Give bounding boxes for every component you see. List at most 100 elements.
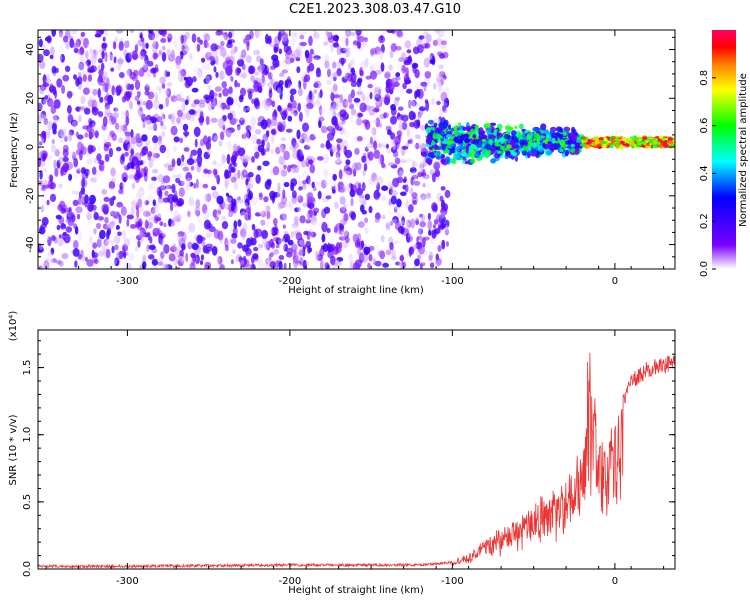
spectrogram-speckle xyxy=(251,134,257,145)
spectrogram-speckle xyxy=(392,216,399,224)
spectrogram-speckle xyxy=(412,161,418,167)
spectrogram-speckle xyxy=(235,162,239,172)
spectrogram-speckle xyxy=(249,137,255,148)
spectrogram-speckle xyxy=(142,121,146,129)
snr-line xyxy=(38,352,675,569)
spectrogram-speckle xyxy=(46,154,53,160)
spectrogram-speckle xyxy=(242,63,246,71)
spectrogram-speckle xyxy=(168,253,176,262)
spectrogram-speckle xyxy=(123,163,127,173)
spectrogram-speckle xyxy=(93,49,99,56)
spectrogram-speckle xyxy=(432,82,437,90)
spectrogram-speckle xyxy=(61,84,66,94)
spectrogram-speckle xyxy=(425,193,432,201)
spectrogram-speckle xyxy=(279,201,287,209)
spectrogram-speckle xyxy=(570,143,576,148)
spectrogram-speckle xyxy=(372,62,379,68)
spectrogram-speckle xyxy=(54,149,60,157)
spectrogram-speckle xyxy=(193,182,197,189)
spectrogram-speckle xyxy=(334,259,340,268)
spectrogram-speckle xyxy=(160,265,168,269)
spectrogram-speckle xyxy=(255,69,262,77)
spectrogram-speckle xyxy=(372,131,376,140)
spectrogram-speckle xyxy=(465,146,469,154)
spectrogram-speckle xyxy=(98,253,106,261)
spectrogram-speckle xyxy=(381,185,389,191)
spectrogram-speckle xyxy=(551,137,556,144)
spectrogram-speckle xyxy=(324,171,332,177)
spectrogram-speckle xyxy=(125,109,129,119)
spectrogram-speckle xyxy=(339,121,343,129)
spectrogram-speckle xyxy=(422,175,429,182)
spectrogram-speckle xyxy=(408,100,416,109)
spectrogram-speckle xyxy=(71,120,79,128)
spectrogram-speckle xyxy=(81,177,86,188)
spectrogram-speckle xyxy=(428,251,434,260)
spectrogram-speckle xyxy=(121,110,127,119)
y-tick-label: -20 xyxy=(25,188,36,204)
spectrogram-speckle xyxy=(430,151,435,157)
spectrogram-speckle xyxy=(267,102,271,108)
spectrogram-speckle xyxy=(146,125,154,130)
spectrogram-speckle xyxy=(116,201,124,208)
spectrogram-speckle xyxy=(470,158,476,164)
spectrogram-speckle xyxy=(390,171,395,176)
spectrogram-speckle xyxy=(615,144,620,149)
spectrogram-speckle xyxy=(57,128,65,137)
spectrogram-speckle xyxy=(397,106,404,111)
spectrogram-speckle xyxy=(322,168,329,176)
spectrogram-speckle xyxy=(436,100,441,106)
spectrogram-speckle xyxy=(208,102,212,111)
spectrogram-speckle xyxy=(418,245,426,255)
spectrogram-speckle xyxy=(139,114,146,119)
spectrogram-speckle xyxy=(367,142,373,150)
spectrogram-speckle xyxy=(112,112,119,119)
spectrogram-speckle xyxy=(117,231,122,237)
spectrogram-speckle xyxy=(124,151,129,157)
spectrogram-speckle xyxy=(237,196,241,201)
spectrogram-speckle xyxy=(231,118,239,123)
spectrogram-speckle xyxy=(312,68,317,78)
spectrogram-speckle xyxy=(408,99,412,109)
spectrogram-speckle xyxy=(75,131,79,138)
spectrogram-speckle xyxy=(189,223,193,229)
spectrogram-speckle xyxy=(390,115,397,125)
spectrogram-speckle xyxy=(353,238,358,244)
spectrogram-speckle xyxy=(410,99,417,107)
spectrogram-speckle xyxy=(389,242,394,251)
spectrogram-speckle xyxy=(319,105,323,116)
spectrogram-speckle xyxy=(409,187,414,195)
spectrogram-speckle xyxy=(210,264,218,269)
spectrogram-speckle xyxy=(101,150,108,156)
spectrogram-speckle xyxy=(415,142,420,150)
spectrogram-speckle xyxy=(536,137,540,144)
spectrogram-speckle xyxy=(204,193,211,203)
spectrogram-speckle xyxy=(92,252,99,259)
spectrogram-speckle xyxy=(209,89,215,100)
y-tick-label: 20 xyxy=(25,92,36,105)
spectrogram-speckle xyxy=(125,72,130,79)
spectrogram-speckle xyxy=(38,102,43,111)
spectrogram-speckle xyxy=(305,157,310,167)
y-tick-label: 40 xyxy=(25,43,36,56)
spectrogram-speckle xyxy=(425,137,433,144)
spectrogram-speckle xyxy=(273,100,278,109)
spectrogram-speckle xyxy=(188,181,194,187)
spectrogram-speckle xyxy=(368,253,373,262)
spectrogram-speckle xyxy=(346,30,352,36)
spectrogram-speckle xyxy=(53,159,57,170)
spectrogram-speckle xyxy=(98,160,105,165)
spectrogram-speckle xyxy=(111,245,115,254)
spectrogram-speckle xyxy=(315,99,321,105)
spectrogram-speckle xyxy=(177,105,185,111)
spectrogram-speckle xyxy=(559,140,565,146)
spectrogram-speckle xyxy=(435,257,442,266)
spectrogram-speckle xyxy=(355,30,362,36)
spectrogram-speckle xyxy=(113,107,119,112)
spectrogram-speckle xyxy=(661,137,666,142)
spectrogram-speckle xyxy=(371,124,376,134)
spectrogram-speckle xyxy=(230,238,237,245)
spectrogram-speckle xyxy=(194,254,200,265)
spectrogram-speckle xyxy=(310,214,317,225)
snr-multiplier-label: (x10⁴) xyxy=(8,311,19,342)
